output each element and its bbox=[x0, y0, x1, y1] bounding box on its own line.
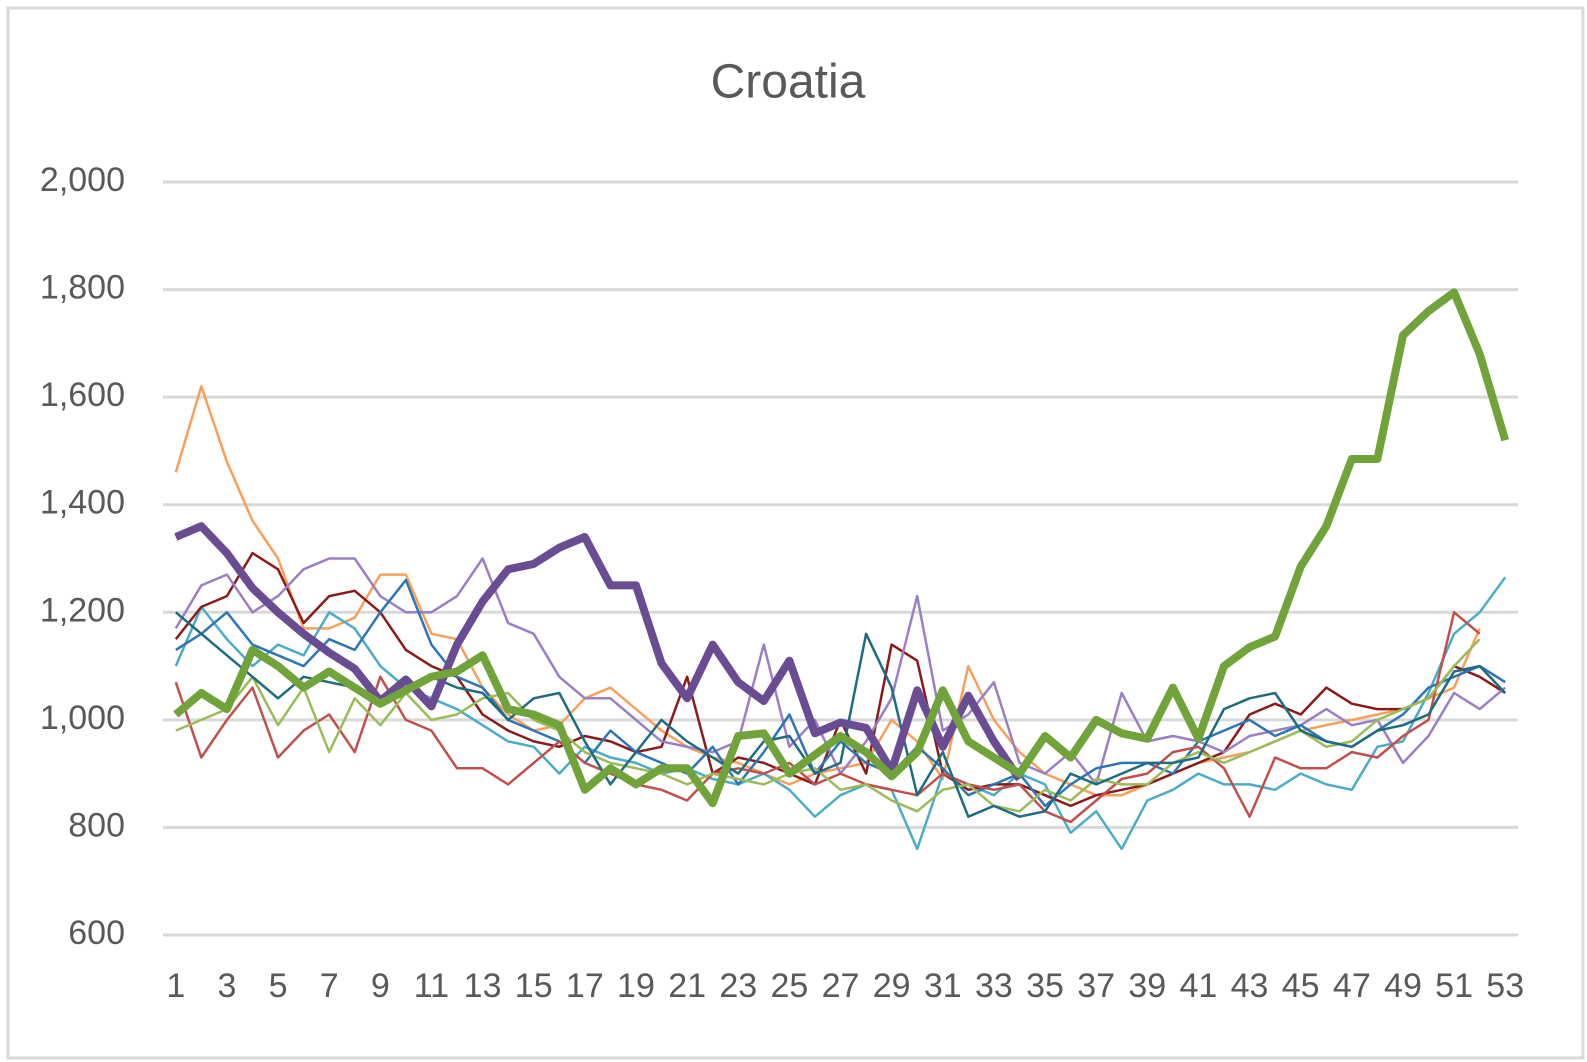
x-tick-label: 15 bbox=[515, 967, 553, 1005]
x-tick-label: 11 bbox=[414, 967, 449, 1005]
y-tick-label: 1,800 bbox=[40, 269, 125, 307]
x-tick-label: 5 bbox=[269, 967, 288, 1005]
series-line bbox=[175, 638, 1481, 813]
x-tick-label: 19 bbox=[617, 967, 655, 1005]
y-tick-label: 2,000 bbox=[40, 161, 125, 199]
x-tick-label: 45 bbox=[1282, 967, 1320, 1005]
x-tick-label: 51 bbox=[1435, 967, 1473, 1005]
x-tick-label: 43 bbox=[1231, 967, 1269, 1005]
series-line bbox=[174, 522, 1023, 782]
x-tick-label: 9 bbox=[371, 967, 390, 1005]
y-tick-label: 1,200 bbox=[40, 591, 125, 629]
x-tick-label: 23 bbox=[719, 967, 757, 1005]
x-tick-label: 35 bbox=[1026, 967, 1064, 1005]
x-tick-label: 17 bbox=[566, 967, 604, 1005]
series-line bbox=[175, 578, 1506, 808]
x-tick-label: 53 bbox=[1486, 967, 1524, 1005]
y-tick-label: 800 bbox=[68, 806, 125, 844]
y-tick-label: 600 bbox=[68, 914, 125, 952]
x-tick-label: 37 bbox=[1077, 967, 1115, 1005]
series-line bbox=[174, 576, 1507, 851]
x-tick-label: 31 bbox=[924, 967, 962, 1005]
x-tick-label: 41 bbox=[1180, 967, 1218, 1005]
y-tick-label: 1,400 bbox=[40, 484, 125, 522]
y-tick-label: 1,000 bbox=[40, 699, 125, 737]
x-tick-label: 27 bbox=[822, 967, 860, 1005]
x-tick-label: 29 bbox=[873, 967, 911, 1005]
chart-border bbox=[6, 6, 1585, 1060]
x-tick-label: 49 bbox=[1384, 967, 1422, 1005]
chart-title: Croatia bbox=[711, 56, 866, 109]
x-tick-label: 3 bbox=[217, 967, 236, 1005]
x-tick-label: 25 bbox=[770, 967, 808, 1005]
x-tick-label: 33 bbox=[975, 967, 1013, 1005]
y-tick-label: 1,600 bbox=[40, 376, 125, 414]
x-tick-label: 39 bbox=[1128, 967, 1166, 1005]
x-tick-label: 1 bbox=[166, 967, 185, 1005]
series-line bbox=[173, 288, 1510, 808]
x-tick-label: 7 bbox=[320, 967, 339, 1005]
x-tick-label: 13 bbox=[464, 967, 502, 1005]
x-tick-label: 21 bbox=[668, 967, 706, 1005]
x-tick-label: 47 bbox=[1333, 967, 1371, 1005]
